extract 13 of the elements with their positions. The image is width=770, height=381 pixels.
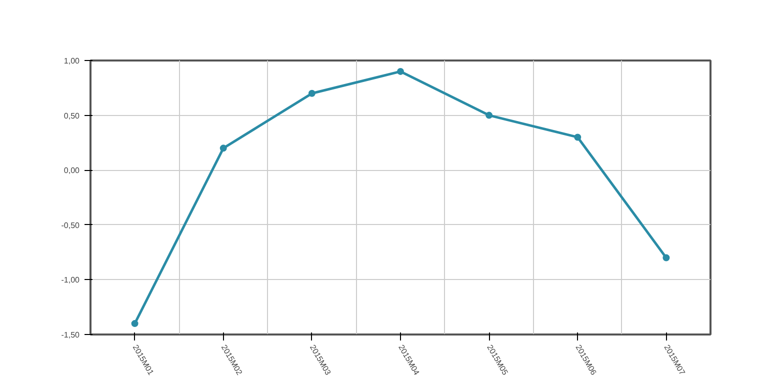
point: [574, 134, 582, 141]
y-tick-label: -0,50: [61, 220, 80, 230]
y-tick-label: 0,50: [64, 111, 80, 120]
point: [220, 144, 227, 152]
point: [486, 112, 493, 119]
y-tick-label: 0,00: [64, 166, 80, 176]
point: [397, 68, 404, 75]
y-tick-label: -1,50: [61, 330, 80, 340]
point: [308, 90, 316, 97]
y-tick-label: 1,00: [64, 56, 80, 66]
point: [662, 254, 670, 262]
point: [131, 320, 138, 328]
y-tick-label: -1,00: [61, 276, 80, 285]
